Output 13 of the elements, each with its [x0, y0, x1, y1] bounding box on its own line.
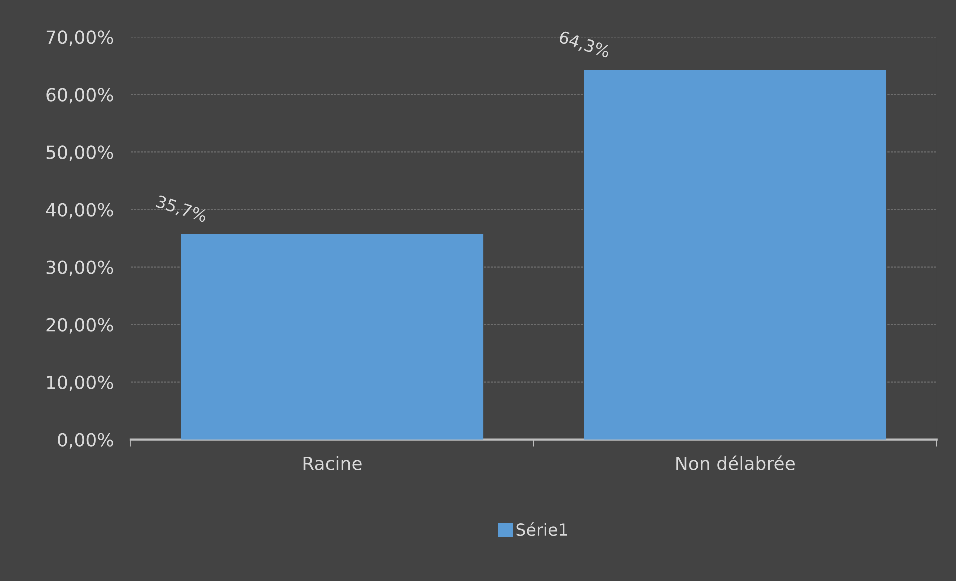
legend-label: Série1	[516, 522, 568, 536]
y-tick-label: 0,00%	[58, 433, 114, 449]
y-tick-label: 20,00%	[46, 318, 114, 334]
y-tick-label: 40,00%	[46, 203, 114, 219]
y-tick-label: 60,00%	[46, 88, 114, 104]
y-tick-label: 50,00%	[46, 146, 114, 162]
x-tick-label: Non délabrée	[676, 456, 795, 470]
data-label: 64,3%	[558, 30, 611, 60]
y-tick-label: 30,00%	[46, 260, 114, 276]
data-label: 35,7%	[155, 195, 208, 224]
y-tick-label: 10,00%	[47, 376, 114, 392]
y-tick-label: 70,00%	[46, 30, 114, 46]
x-tick-label: Racine	[304, 456, 362, 470]
